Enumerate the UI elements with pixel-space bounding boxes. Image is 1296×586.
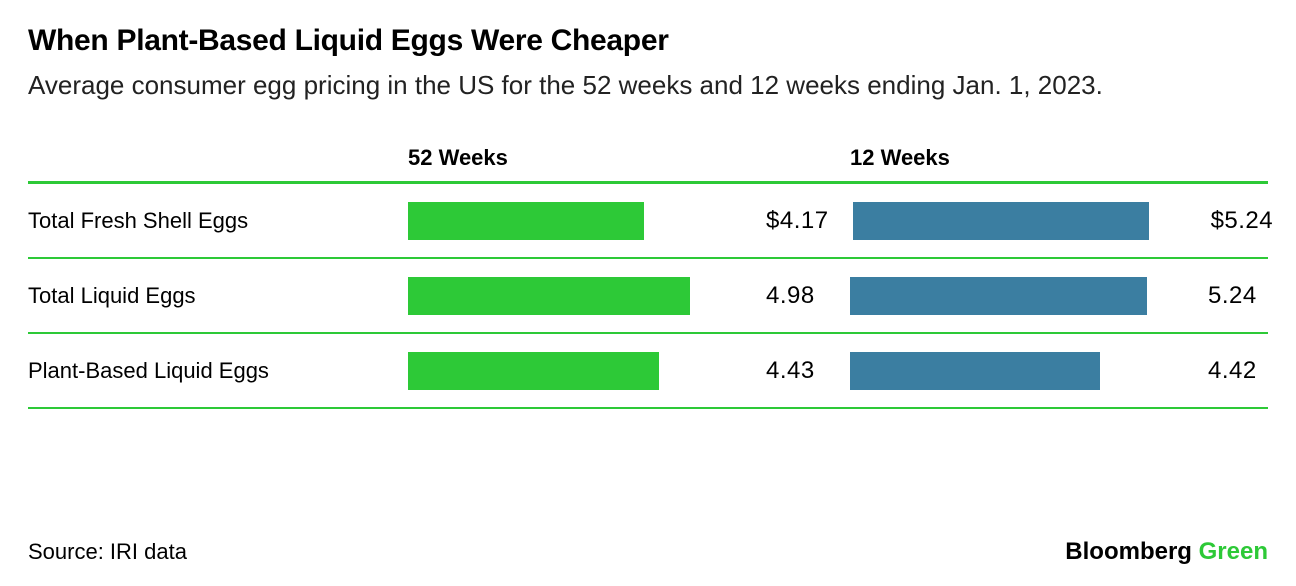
bar-track [853, 202, 1193, 240]
chart-title: When Plant-Based Liquid Eggs Were Cheape… [28, 24, 1268, 58]
bar-cell: 4.43 [408, 352, 826, 390]
bar-track [408, 352, 748, 390]
series-header-label: 52 Weeks [408, 145, 508, 171]
brand-main: Bloomberg [1065, 538, 1192, 565]
table-row: Total Liquid Eggs 4.98 5.24 [28, 259, 1268, 334]
bar [408, 352, 659, 390]
table-row: Total Fresh Shell Eggs$4.17$5.24 [28, 184, 1268, 259]
bar-value: 4.42 [1208, 357, 1257, 385]
bar-value: 5.24 [1208, 282, 1257, 310]
bar [408, 277, 690, 315]
chart-footer: Source: IRI data Bloomberg Green [28, 538, 1268, 566]
bar-value: 4.98 [766, 282, 815, 310]
bar [853, 202, 1150, 240]
bar-table: 52 Weeks 12 Weeks Total Fresh Shell Eggs… [28, 145, 1268, 409]
row-label: Total Fresh Shell Eggs [28, 208, 408, 234]
chart-subtitle: Average consumer egg pricing in the US f… [28, 68, 1128, 103]
bar-cell: 4.98 [408, 277, 826, 315]
bar-cell: $5.24 [853, 202, 1274, 240]
label-column-spacer [28, 145, 408, 171]
bar [850, 352, 1100, 390]
bar-cell: $4.17 [408, 202, 829, 240]
bar-value: $4.17 [766, 207, 829, 235]
table-row: Plant-Based Liquid Eggs 4.43 4.42 [28, 334, 1268, 409]
row-label: Plant-Based Liquid Eggs [28, 358, 408, 384]
chart-container: When Plant-Based Liquid Eggs Were Cheape… [0, 0, 1296, 586]
bar-track [850, 277, 1190, 315]
series-header-1: 12 Weeks [850, 145, 1268, 171]
table-body: Total Fresh Shell Eggs$4.17$5.24Total Li… [28, 181, 1268, 409]
bar-cell: 5.24 [850, 277, 1268, 315]
bar-value: $5.24 [1211, 207, 1274, 235]
source-text: Source: IRI data [28, 539, 187, 565]
table-header: 52 Weeks 12 Weeks [28, 145, 1268, 181]
bar-cell: 4.42 [850, 352, 1268, 390]
row-label: Total Liquid Eggs [28, 283, 408, 309]
series-header-label: 12 Weeks [850, 145, 950, 171]
brand-label: Bloomberg Green [1065, 538, 1268, 566]
bar-track [408, 277, 748, 315]
bar [408, 202, 644, 240]
series-header-0: 52 Weeks [408, 145, 826, 171]
brand-accent: Green [1199, 538, 1268, 565]
bar-track [408, 202, 748, 240]
bar-value: 4.43 [766, 357, 815, 385]
bar-track [850, 352, 1190, 390]
bar [850, 277, 1147, 315]
